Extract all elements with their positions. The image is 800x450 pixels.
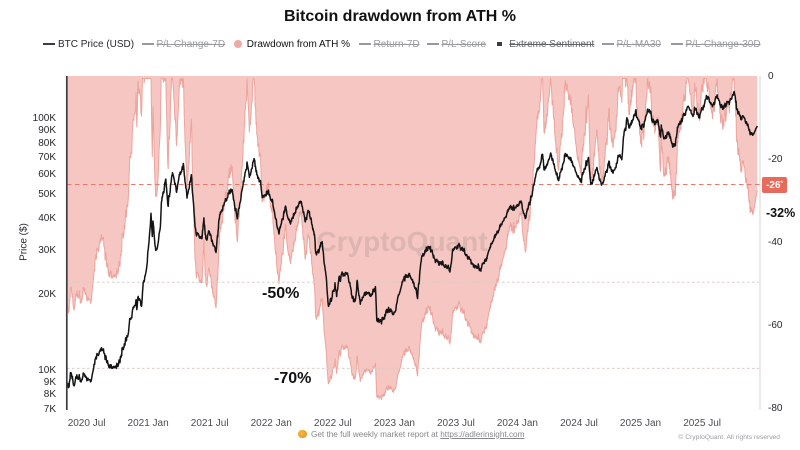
svg-text:CryptoQuant: CryptoQuant [316,226,487,257]
